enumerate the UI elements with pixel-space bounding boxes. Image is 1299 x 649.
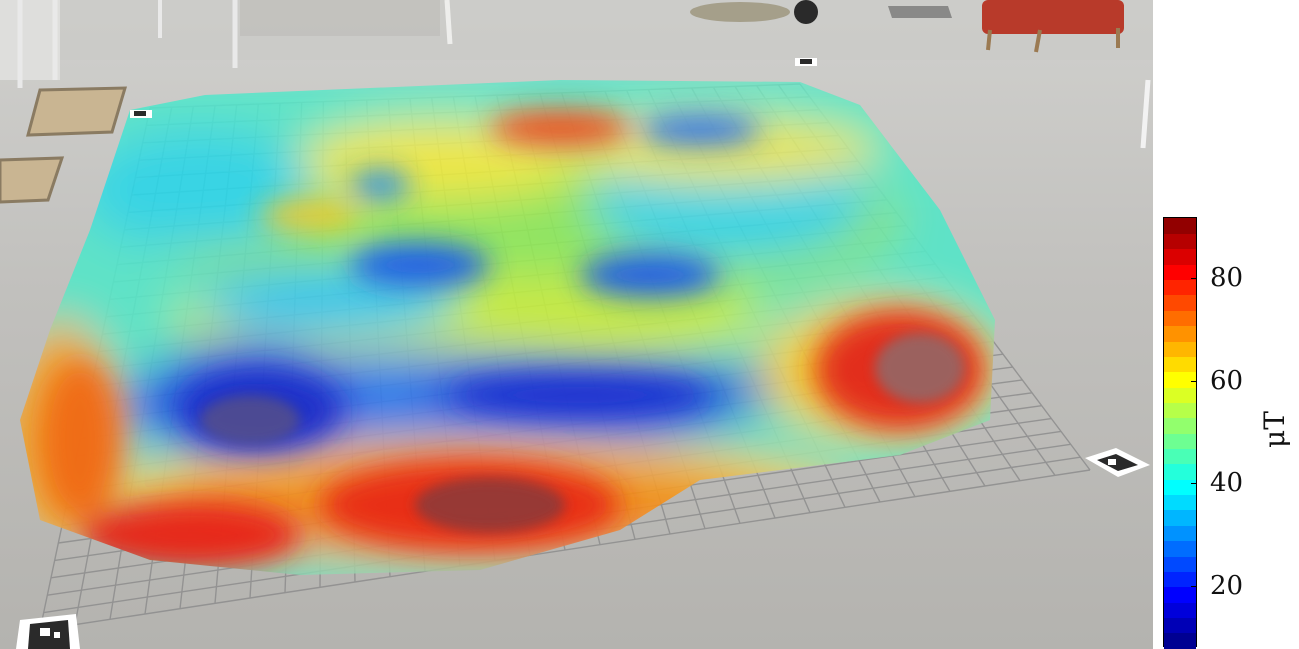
colorbar-tick-mark [1191,585,1197,587]
fiducial-marker-top-right [795,58,817,66]
colorbar-segment [1164,356,1196,373]
colorbar-tick-label: 40 [1210,468,1244,499]
colorbar-segment [1164,617,1196,634]
colorbar-segment [1164,417,1196,434]
floor-mat-left [0,156,65,204]
colorbar-segment [1164,218,1196,234]
colorbar-segment [1164,509,1196,526]
colorbar-segment [1164,555,1196,572]
lab-shelf [0,0,60,80]
fiducial-marker-top-left [130,110,152,118]
colorbar-segment [1164,433,1196,449]
colorbar-segment [1164,402,1196,419]
colorbar-segment [1164,279,1196,296]
colorbar-segment [1164,233,1196,250]
colorbar-segment [1164,340,1196,357]
floor-mat-top-left [26,86,128,137]
floor-photo-with-magnetic-field-overlay [0,0,1153,649]
fiducial-marker-bottom-right [1085,448,1150,477]
colorbar-segment [1164,463,1196,480]
colorbar-segment [1164,325,1196,342]
colorbar-tick-label: 60 [1210,365,1244,396]
fiducial-marker-bottom-left [16,614,80,649]
colorbar-segment [1164,371,1196,388]
colorbar-segment [1164,601,1196,618]
colorbar-segment [1164,479,1196,496]
colorbar-segment [1164,632,1196,649]
floor-vent [888,6,952,18]
colorbar-panel: 20 40 60 80 [1153,0,1299,649]
colorbar-segment [1164,294,1196,311]
colorbar-tick-mark [1191,483,1197,485]
colorbar-segment [1164,571,1196,588]
colorbar-segment [1164,310,1196,327]
colorbar-tick-mark [1191,380,1197,382]
colorbar [1163,217,1197,649]
red-chair [982,0,1124,34]
colorbar-segment [1164,248,1196,265]
colorbar-segment [1164,386,1196,403]
colorbar-tick-mark [1191,278,1197,280]
colorbar-segment [1164,448,1196,465]
colorbar-segment [1164,494,1196,511]
colorbar-tick-label: 80 [1210,263,1244,294]
cart [690,2,790,22]
colorbar-segment [1164,525,1196,542]
colorbar-segment [1164,586,1196,603]
colorbar-tick-label: 20 [1210,570,1244,601]
colorbar-segment [1164,264,1196,281]
colorbar-segment [1164,540,1196,557]
colorbar-unit-label: μT [1258,411,1291,448]
